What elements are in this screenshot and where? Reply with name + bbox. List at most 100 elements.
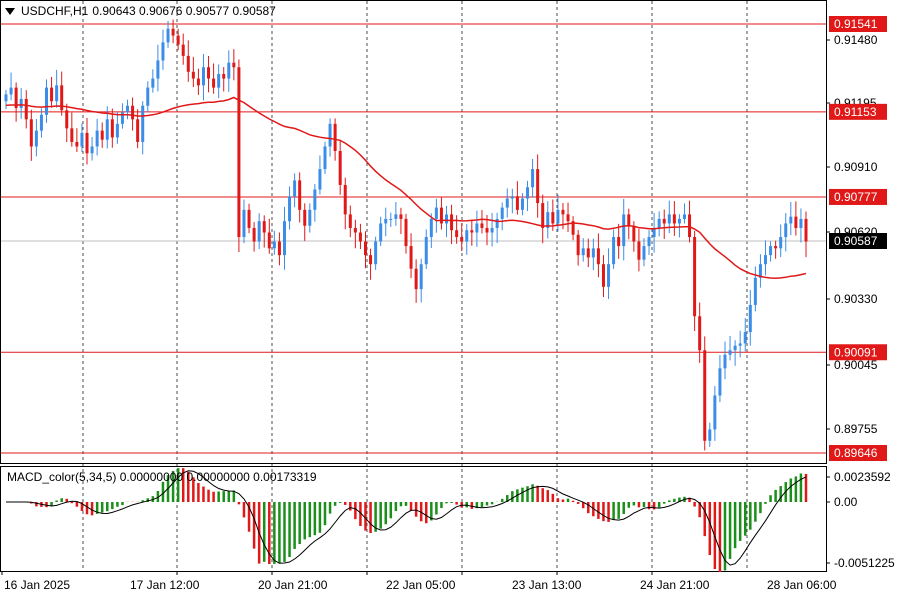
candle[interactable]	[34, 119, 38, 157]
candle[interactable]	[222, 67, 226, 92]
candle[interactable]	[196, 68, 200, 95]
candle[interactable]	[338, 139, 342, 195]
candle[interactable]	[703, 336, 707, 451]
candle[interactable]	[363, 231, 367, 269]
candle[interactable]	[566, 202, 570, 232]
candle[interactable]	[282, 206, 286, 270]
candle[interactable]	[495, 212, 499, 244]
candle[interactable]	[252, 222, 256, 252]
candle[interactable]	[257, 213, 261, 250]
candle[interactable]	[227, 50, 231, 92]
candle[interactable]	[490, 212, 494, 247]
candle[interactable]	[465, 224, 469, 255]
candle[interactable]	[313, 184, 317, 222]
candle[interactable]	[374, 236, 378, 270]
candle[interactable]	[784, 213, 788, 252]
candle[interactable]	[176, 28, 180, 51]
candle[interactable]	[65, 103, 69, 143]
candle[interactable]	[455, 215, 459, 244]
candle[interactable]	[161, 29, 165, 70]
candle[interactable]	[612, 229, 616, 269]
candle[interactable]	[141, 101, 145, 155]
candle[interactable]	[232, 49, 236, 81]
candle[interactable]	[131, 97, 135, 131]
candle[interactable]	[9, 72, 13, 101]
candle[interactable]	[384, 207, 388, 237]
candle[interactable]	[126, 99, 130, 120]
candle[interactable]	[247, 203, 251, 234]
candle[interactable]	[794, 201, 798, 236]
candle[interactable]	[100, 122, 104, 148]
candle[interactable]	[217, 64, 221, 99]
candle[interactable]	[293, 173, 297, 208]
candle[interactable]	[201, 54, 205, 101]
candle[interactable]	[80, 123, 84, 152]
candle[interactable]	[343, 177, 347, 230]
candle[interactable]	[439, 197, 443, 230]
candle[interactable]	[24, 90, 28, 129]
candle[interactable]	[677, 214, 681, 238]
candle[interactable]	[591, 238, 595, 271]
candle[interactable]	[389, 212, 393, 227]
candle[interactable]	[120, 103, 124, 129]
candle[interactable]	[303, 203, 307, 241]
candle[interactable]	[29, 109, 33, 161]
candle[interactable]	[769, 241, 773, 262]
candle[interactable]	[515, 181, 519, 215]
candle[interactable]	[55, 69, 59, 108]
candle[interactable]	[267, 218, 271, 254]
candle[interactable]	[212, 63, 216, 94]
candle[interactable]	[328, 118, 332, 157]
candle[interactable]	[774, 240, 778, 259]
candle[interactable]	[652, 212, 656, 253]
candle[interactable]	[166, 20, 170, 48]
candle[interactable]	[657, 211, 661, 237]
candle[interactable]	[85, 117, 89, 165]
candle[interactable]	[622, 198, 626, 261]
candle[interactable]	[450, 204, 454, 245]
candle[interactable]	[753, 266, 757, 312]
candle[interactable]	[394, 202, 398, 226]
horizontal-levels[interactable]	[1, 23, 826, 454]
candle[interactable]	[19, 88, 23, 119]
candle[interactable]	[136, 109, 140, 149]
candle[interactable]	[733, 340, 737, 366]
candle[interactable]	[399, 207, 403, 235]
candle[interactable]	[718, 355, 722, 403]
candle[interactable]	[688, 200, 692, 243]
candle[interactable]	[723, 341, 727, 380]
candle[interactable]	[298, 172, 302, 223]
candle[interactable]	[617, 223, 621, 259]
candle[interactable]	[277, 232, 281, 266]
candle[interactable]	[39, 108, 43, 138]
candle[interactable]	[758, 254, 762, 288]
candle[interactable]	[460, 223, 464, 252]
candle[interactable]	[601, 255, 605, 298]
candle[interactable]	[95, 118, 99, 156]
candle[interactable]	[237, 59, 241, 253]
candle[interactable]	[708, 422, 712, 447]
candle[interactable]	[323, 141, 327, 174]
candle[interactable]	[151, 69, 155, 93]
candle[interactable]	[763, 240, 767, 276]
candle[interactable]	[470, 219, 474, 246]
candle[interactable]	[505, 188, 509, 218]
candle[interactable]	[667, 200, 671, 234]
candle[interactable]	[647, 230, 651, 256]
candle[interactable]	[90, 137, 94, 161]
candle[interactable]	[500, 202, 504, 231]
candle[interactable]	[424, 229, 428, 269]
candle[interactable]	[546, 201, 550, 239]
candle[interactable]	[308, 203, 312, 233]
candle[interactable]	[789, 202, 793, 236]
candle[interactable]	[171, 19, 175, 44]
candle[interactable]	[607, 248, 611, 299]
candle[interactable]	[536, 154, 540, 218]
candle[interactable]	[799, 208, 803, 243]
candle[interactable]	[272, 230, 276, 255]
candle[interactable]	[429, 213, 433, 248]
candle[interactable]	[348, 205, 352, 238]
candle[interactable]	[242, 199, 246, 244]
candle[interactable]	[445, 205, 449, 238]
